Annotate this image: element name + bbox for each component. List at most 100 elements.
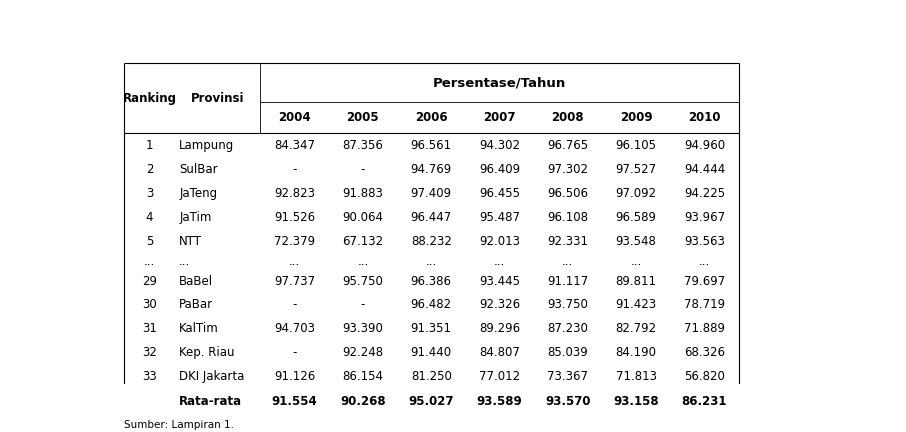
Text: 93.589: 93.589 xyxy=(477,395,523,408)
Text: 33: 33 xyxy=(142,370,157,383)
Text: 97.409: 97.409 xyxy=(410,187,452,200)
Text: JaTim: JaTim xyxy=(179,211,212,224)
Text: ...: ... xyxy=(426,254,437,267)
Text: 81.250: 81.250 xyxy=(410,370,452,383)
Text: 72.379: 72.379 xyxy=(274,235,315,248)
Text: 88.232: 88.232 xyxy=(410,235,452,248)
Text: 56.820: 56.820 xyxy=(684,370,725,383)
Text: 97.527: 97.527 xyxy=(615,163,657,176)
Text: 84.190: 84.190 xyxy=(616,346,657,359)
Text: 77.012: 77.012 xyxy=(479,370,520,383)
Text: 5: 5 xyxy=(146,235,153,248)
Text: KalTim: KalTim xyxy=(179,322,219,335)
Text: ...: ... xyxy=(144,254,155,267)
Text: 92.823: 92.823 xyxy=(275,187,315,200)
Text: 96.455: 96.455 xyxy=(479,187,520,200)
Text: 93.390: 93.390 xyxy=(342,322,383,335)
Text: ...: ... xyxy=(631,254,641,267)
Text: 97.092: 97.092 xyxy=(615,187,657,200)
Text: 97.302: 97.302 xyxy=(547,163,588,176)
Text: 94.444: 94.444 xyxy=(684,163,725,176)
Text: 78.719: 78.719 xyxy=(684,299,725,311)
Text: 95.487: 95.487 xyxy=(479,211,520,224)
Text: 94.302: 94.302 xyxy=(479,139,520,152)
Text: 73.367: 73.367 xyxy=(547,370,588,383)
Text: 29: 29 xyxy=(142,274,157,288)
Text: 4: 4 xyxy=(146,211,153,224)
Text: ...: ... xyxy=(563,254,573,267)
Text: 95.027: 95.027 xyxy=(409,395,454,408)
Text: 93.445: 93.445 xyxy=(479,274,520,288)
Text: 2009: 2009 xyxy=(620,111,652,124)
Text: 96.386: 96.386 xyxy=(410,274,452,288)
Text: 93.563: 93.563 xyxy=(684,235,725,248)
Text: 96.765: 96.765 xyxy=(547,139,588,152)
Text: 2004: 2004 xyxy=(278,111,311,124)
Text: 94.703: 94.703 xyxy=(275,322,315,335)
Text: Persentase/Tahun: Persentase/Tahun xyxy=(433,76,566,89)
Text: 96.589: 96.589 xyxy=(616,211,657,224)
Text: 94.960: 94.960 xyxy=(684,139,725,152)
Text: 87.356: 87.356 xyxy=(342,139,383,152)
Text: 97.737: 97.737 xyxy=(274,274,315,288)
Text: 96.105: 96.105 xyxy=(616,139,657,152)
Text: 91.423: 91.423 xyxy=(615,299,657,311)
Text: 96.409: 96.409 xyxy=(479,163,520,176)
Text: BaBel: BaBel xyxy=(179,274,213,288)
Text: 90.268: 90.268 xyxy=(340,395,386,408)
Text: 30: 30 xyxy=(142,299,157,311)
Text: ...: ... xyxy=(494,254,506,267)
Text: DKI Jakarta: DKI Jakarta xyxy=(179,370,245,383)
Text: 71.889: 71.889 xyxy=(684,322,725,335)
Text: 93.158: 93.158 xyxy=(613,395,659,408)
Text: 96.108: 96.108 xyxy=(547,211,588,224)
Text: 2007: 2007 xyxy=(483,111,516,124)
Text: 2006: 2006 xyxy=(415,111,448,124)
Text: 2005: 2005 xyxy=(347,111,380,124)
Text: ...: ... xyxy=(357,254,369,267)
Text: 79.697: 79.697 xyxy=(684,274,725,288)
Text: JaTeng: JaTeng xyxy=(179,187,217,200)
Text: 85.039: 85.039 xyxy=(547,346,588,359)
Text: ...: ... xyxy=(179,254,190,267)
Text: 91.526: 91.526 xyxy=(274,211,315,224)
Text: 87.230: 87.230 xyxy=(547,322,588,335)
Text: Sumber: Lampiran 1.: Sumber: Lampiran 1. xyxy=(124,420,234,430)
Text: 96.447: 96.447 xyxy=(410,211,452,224)
Text: -: - xyxy=(361,163,365,176)
Text: -: - xyxy=(293,346,297,359)
Text: 32: 32 xyxy=(142,346,157,359)
Text: 91.883: 91.883 xyxy=(342,187,383,200)
Text: 92.331: 92.331 xyxy=(547,235,588,248)
Text: 91.126: 91.126 xyxy=(274,370,315,383)
Text: 91.554: 91.554 xyxy=(272,395,317,408)
Text: 86.231: 86.231 xyxy=(681,395,728,408)
Text: 82.792: 82.792 xyxy=(615,322,657,335)
Text: 96.561: 96.561 xyxy=(410,139,452,152)
Text: 2: 2 xyxy=(146,163,153,176)
Text: 93.750: 93.750 xyxy=(547,299,588,311)
Text: 91.117: 91.117 xyxy=(547,274,589,288)
Text: Ranking: Ranking xyxy=(122,92,177,105)
Text: 84.807: 84.807 xyxy=(479,346,520,359)
Text: 91.351: 91.351 xyxy=(410,322,452,335)
Text: 68.326: 68.326 xyxy=(684,346,725,359)
Text: NTT: NTT xyxy=(179,235,202,248)
Text: 90.064: 90.064 xyxy=(342,211,383,224)
Text: SulBar: SulBar xyxy=(179,163,217,176)
Text: 94.225: 94.225 xyxy=(684,187,725,200)
Text: -: - xyxy=(293,299,297,311)
Text: 84.347: 84.347 xyxy=(275,139,315,152)
Text: 86.154: 86.154 xyxy=(342,370,383,383)
Text: 1: 1 xyxy=(146,139,153,152)
Text: 92.326: 92.326 xyxy=(479,299,520,311)
Text: Provinsi: Provinsi xyxy=(191,92,245,105)
Text: 2008: 2008 xyxy=(552,111,584,124)
Text: 96.482: 96.482 xyxy=(410,299,452,311)
Text: Lampung: Lampung xyxy=(179,139,235,152)
Text: 67.132: 67.132 xyxy=(342,235,383,248)
Text: 31: 31 xyxy=(142,322,157,335)
Text: Rata-rata: Rata-rata xyxy=(179,395,243,408)
Text: Kep. Riau: Kep. Riau xyxy=(179,346,235,359)
Text: 92.248: 92.248 xyxy=(342,346,383,359)
